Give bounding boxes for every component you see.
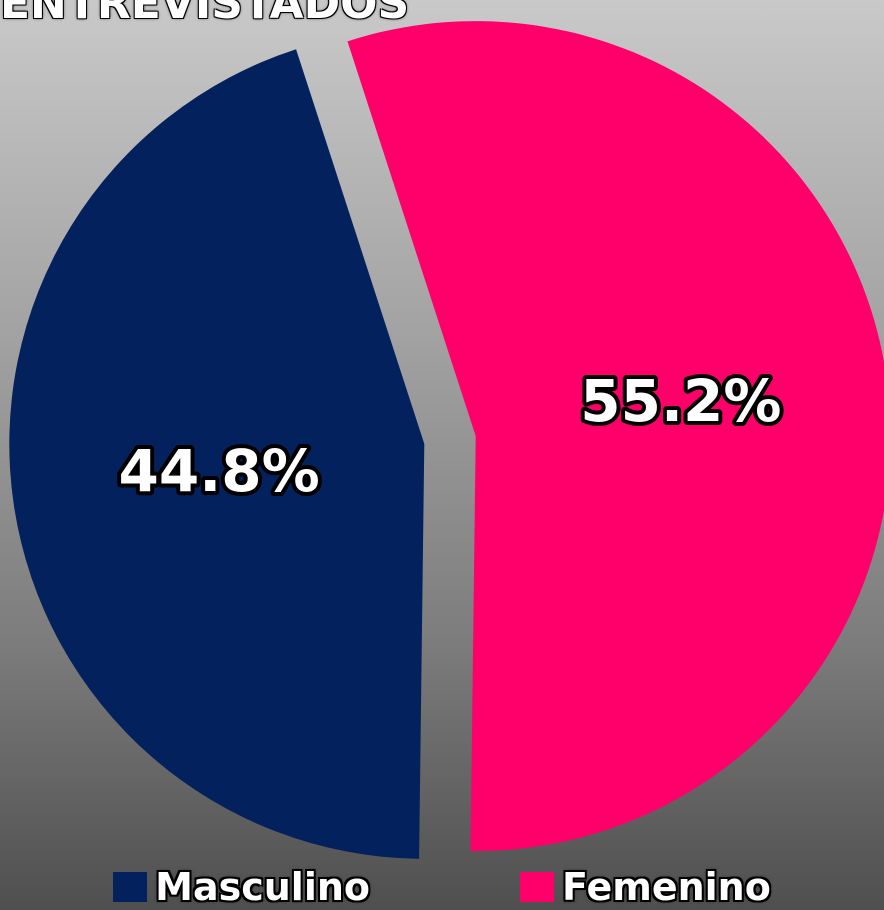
- legend-label-masculino: Masculino: [155, 865, 371, 909]
- legend-item-masculino: Masculino: [113, 864, 370, 910]
- legend-swatch-femenino: [520, 872, 555, 902]
- legend: Masculino Femenino: [0, 864, 884, 910]
- pie-slice-femenino: [347, 21, 884, 852]
- legend-item-femenino: Femenino: [520, 864, 771, 910]
- data-label-femenino: 55.2%: [580, 367, 781, 435]
- pie-chart: 55.2% 44.8%: [9, 21, 884, 859]
- chart-title: ENTREVISTADOS: [0, 0, 410, 29]
- legend-label-femenino: Femenino: [562, 865, 771, 909]
- pie-slice-masculino: [9, 49, 425, 859]
- data-label-masculino: 44.8%: [119, 437, 320, 505]
- legend-swatch-masculino: [113, 872, 148, 902]
